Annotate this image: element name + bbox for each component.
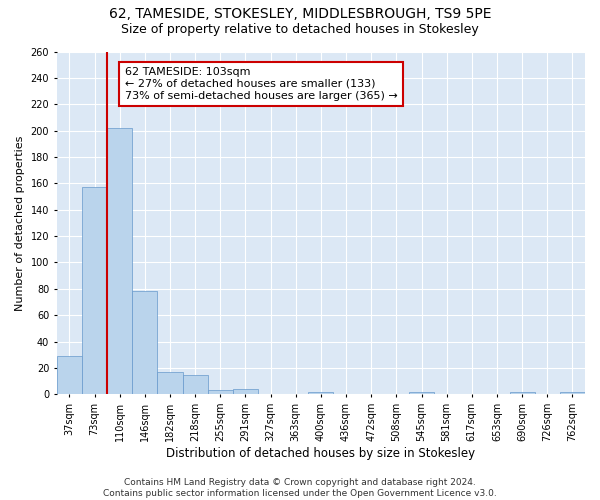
Text: Contains HM Land Registry data © Crown copyright and database right 2024.
Contai: Contains HM Land Registry data © Crown c… xyxy=(103,478,497,498)
X-axis label: Distribution of detached houses by size in Stokesley: Distribution of detached houses by size … xyxy=(166,447,475,460)
Bar xyxy=(208,390,233,394)
Bar xyxy=(560,392,585,394)
Bar xyxy=(233,389,258,394)
Bar xyxy=(157,372,182,394)
Bar xyxy=(409,392,434,394)
Bar xyxy=(57,356,82,395)
Bar xyxy=(82,188,107,394)
Bar xyxy=(132,292,157,395)
Bar xyxy=(107,128,132,394)
Bar xyxy=(308,392,334,394)
Bar xyxy=(182,374,208,394)
Bar xyxy=(509,392,535,394)
Text: Size of property relative to detached houses in Stokesley: Size of property relative to detached ho… xyxy=(121,22,479,36)
Text: 62, TAMESIDE, STOKESLEY, MIDDLESBROUGH, TS9 5PE: 62, TAMESIDE, STOKESLEY, MIDDLESBROUGH, … xyxy=(109,8,491,22)
Text: 62 TAMESIDE: 103sqm
← 27% of detached houses are smaller (133)
73% of semi-detac: 62 TAMESIDE: 103sqm ← 27% of detached ho… xyxy=(125,68,397,100)
Y-axis label: Number of detached properties: Number of detached properties xyxy=(15,135,25,310)
